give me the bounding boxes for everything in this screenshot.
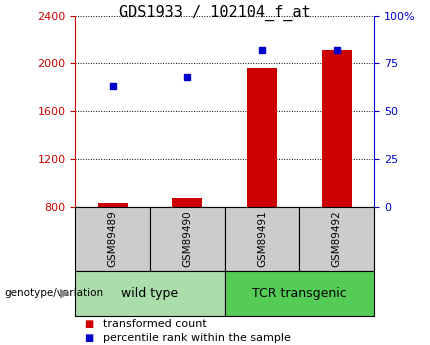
Text: genotype/variation: genotype/variation	[4, 288, 104, 298]
Bar	[172, 198, 202, 207]
Bar	[75, 207, 150, 271]
Bar	[224, 207, 299, 271]
Bar	[299, 207, 374, 271]
Bar	[224, 271, 374, 316]
Text: TCR transgenic: TCR transgenic	[252, 287, 347, 300]
Text: GSM89489: GSM89489	[108, 210, 118, 267]
Text: ■: ■	[84, 333, 93, 343]
Text: percentile rank within the sample: percentile rank within the sample	[103, 333, 291, 343]
Text: GSM89490: GSM89490	[182, 210, 192, 267]
Bar	[322, 50, 352, 207]
Text: GSM89492: GSM89492	[332, 210, 342, 267]
Text: ▶: ▶	[60, 287, 69, 300]
Text: ■: ■	[84, 319, 93, 329]
Bar	[98, 203, 128, 207]
Bar	[247, 68, 277, 207]
Text: transformed count: transformed count	[103, 319, 207, 329]
Bar	[150, 207, 224, 271]
Text: GDS1933 / 102104_f_at: GDS1933 / 102104_f_at	[119, 5, 311, 21]
Bar	[75, 271, 224, 316]
Text: GSM89491: GSM89491	[257, 210, 267, 267]
Text: wild type: wild type	[121, 287, 178, 300]
